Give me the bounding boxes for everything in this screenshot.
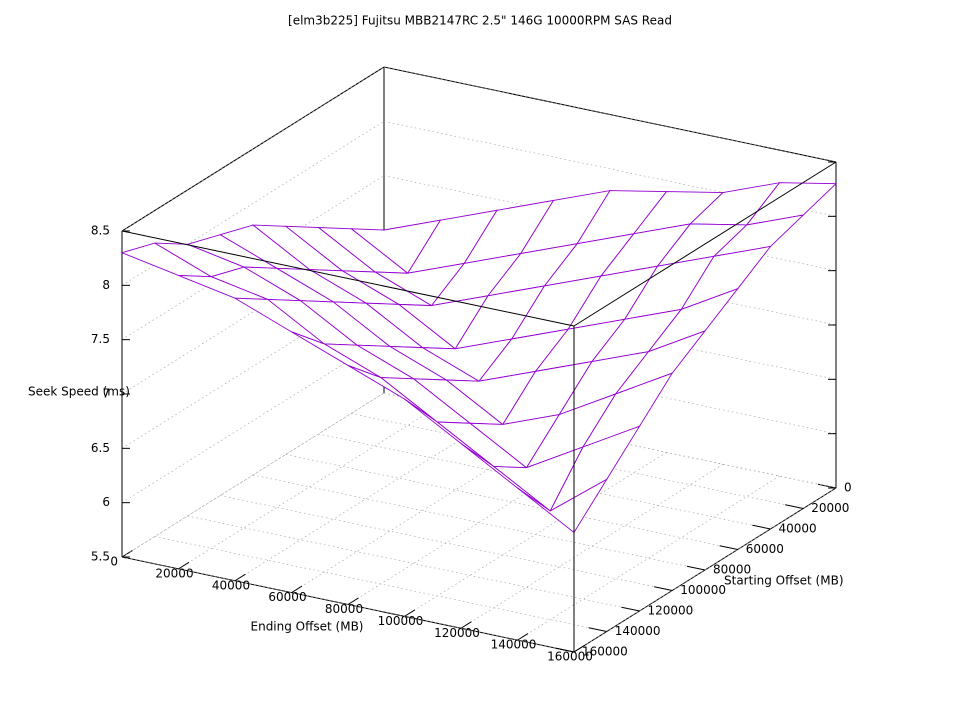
tick-mark — [460, 621, 472, 629]
x-tick-label: 100000 — [378, 614, 424, 628]
tick-mark — [517, 633, 529, 641]
frame-edge — [121, 230, 575, 327]
y-tick-label: 160000 — [582, 645, 628, 659]
y-tick-label: 100000 — [680, 583, 726, 597]
z-tick-label: 5.5 — [91, 550, 110, 564]
z-tick-label: 8.5 — [91, 224, 110, 238]
tick-mark — [621, 606, 640, 612]
y-tick-label: 0 — [844, 481, 852, 495]
grid-line — [121, 338, 385, 503]
x-tick-label: 0 — [110, 555, 118, 569]
tick-mark — [654, 586, 673, 591]
grid-line — [517, 475, 780, 641]
y-tick-label: 140000 — [615, 624, 661, 638]
grid-line — [460, 463, 724, 629]
grid-line — [121, 66, 385, 232]
x-tick-label: 20000 — [155, 566, 193, 580]
x-axis-label: Ending Offset (MB) — [251, 620, 364, 634]
grid-line — [404, 452, 667, 617]
grid-line — [347, 440, 611, 605]
z-tick-label: 7.5 — [91, 332, 110, 346]
grid-line — [187, 515, 640, 612]
tick-mark — [291, 585, 303, 594]
z-tick-label: 8 — [102, 278, 110, 292]
y-tick-label: 60000 — [746, 542, 784, 556]
z-axis-label: Seek Speed (ms) — [28, 385, 130, 399]
z-tick-label: 7 — [102, 387, 110, 401]
tick-mark — [588, 627, 607, 632]
z-tick-label: 6 — [102, 495, 110, 509]
grid-line — [121, 392, 385, 558]
grid-line — [154, 536, 607, 632]
tick-mark — [555, 647, 575, 653]
grid-line — [178, 404, 441, 570]
grid-line — [121, 175, 385, 340]
tick-mark — [347, 597, 359, 605]
grid-line — [121, 392, 385, 558]
grid-line — [220, 495, 673, 591]
grid-line — [291, 428, 554, 593]
chart-title: [elm3b225] Fujitsu MBB2147RC 2.5" 146G 1… — [288, 14, 672, 28]
tick-mark — [752, 524, 771, 530]
y-axis-label: Starting Offset (MB) — [724, 574, 844, 588]
grid-line — [383, 66, 837, 163]
tick-mark — [404, 609, 416, 617]
x-tick-label: 160000 — [547, 650, 593, 664]
grid-line — [234, 416, 498, 582]
tick-mark — [686, 565, 706, 571]
y-tick-label: 40000 — [779, 522, 817, 536]
tick-mark — [234, 573, 246, 582]
y-tick-label: 20000 — [811, 501, 849, 515]
y-tick-label: 80000 — [713, 563, 751, 577]
frame-edge — [573, 161, 837, 327]
grid-line — [252, 474, 706, 571]
z-tick-label: 6.5 — [91, 441, 110, 455]
x-tick-label: 120000 — [434, 626, 480, 640]
grid-line — [121, 556, 575, 653]
tick-mark — [178, 561, 190, 570]
x-tick-label: 140000 — [491, 638, 537, 652]
x-tick-label: 80000 — [325, 602, 363, 616]
grid-line — [121, 121, 385, 286]
grid-line — [285, 454, 738, 550]
x-tick-label: 40000 — [212, 578, 250, 592]
tick-mark — [785, 504, 804, 509]
y-tick-label: 120000 — [648, 604, 694, 618]
tick-mark — [719, 545, 738, 550]
grid-line — [383, 121, 837, 217]
tick-mark — [573, 645, 585, 653]
x-tick-label: 60000 — [268, 590, 306, 604]
grid-line — [573, 487, 837, 653]
